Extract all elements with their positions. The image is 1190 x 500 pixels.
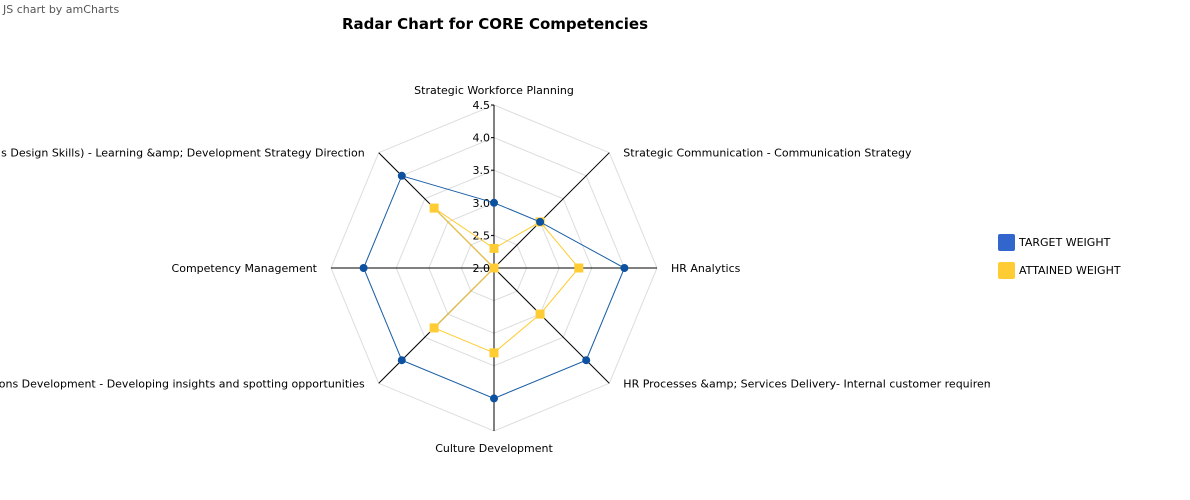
series-1-point-0[interactable] xyxy=(489,243,499,253)
tick-label-4: 4.0 xyxy=(473,132,491,145)
axis-line-1 xyxy=(493,152,610,269)
tick-label-0: 2.0 xyxy=(473,262,491,275)
category-label-0: Strategic Workforce Planning xyxy=(414,84,574,97)
series-1-point-5[interactable] xyxy=(429,323,439,333)
series-0-point-4[interactable] xyxy=(490,394,498,403)
legend-swatch-target xyxy=(998,233,1015,251)
category-labels: Strategic Workforce Planning Strategic Co… xyxy=(0,84,990,455)
series-1-point-7[interactable] xyxy=(429,203,439,213)
series-0-point-3[interactable] xyxy=(582,356,591,365)
series-0-point-7[interactable] xyxy=(397,171,406,180)
category-label-7: s Design Skills) - Learning &amp; Develo… xyxy=(1,147,365,160)
axis-line-3 xyxy=(493,267,610,384)
legend-label-attained: ATTAINED WEIGHT xyxy=(1019,263,1121,277)
tick-label-5: 4.5 xyxy=(473,99,491,112)
chart-title: Radar Chart for CORE Competencies xyxy=(342,15,648,33)
series-0 xyxy=(359,171,629,403)
series-0-point-6[interactable] xyxy=(359,264,368,272)
category-label-6: Competency Management xyxy=(172,262,318,275)
radar-series xyxy=(359,171,629,403)
tick-label-3: 3.5 xyxy=(473,164,491,177)
legend-label-target: TARGET WEIGHT xyxy=(1019,235,1111,249)
series-0-point-2[interactable] xyxy=(620,264,629,272)
radar-chart: 2.02.53.03.54.04.5 Strategic Workforce P… xyxy=(0,84,990,455)
value-axis-ticks: 2.02.53.03.54.04.5 xyxy=(473,99,494,275)
legend: TARGET WEIGHT ATTAINED WEIGHT xyxy=(998,228,1121,284)
category-label-2: HR Analytics xyxy=(671,262,741,275)
series-1-point-6[interactable] xyxy=(489,263,499,273)
tick-label-1: 2.5 xyxy=(473,229,491,242)
series-0-point-5[interactable] xyxy=(397,356,406,365)
legend-swatch-attained xyxy=(998,261,1015,279)
category-label-4: Culture Development xyxy=(435,442,553,455)
series-1-point-3[interactable] xyxy=(535,309,545,319)
chart-credit[interactable]: JS chart by amCharts xyxy=(3,3,120,16)
category-label-3: HR Processes &amp; Services Delivery- In… xyxy=(623,377,990,390)
category-label-1: Strategic Communication - Communication … xyxy=(623,147,912,160)
series-0-point-0[interactable] xyxy=(490,198,498,207)
series-0-point-1[interactable] xyxy=(536,217,545,226)
legend-item-attained[interactable]: ATTAINED WEIGHT xyxy=(998,256,1121,284)
series-1-point-4[interactable] xyxy=(489,348,499,358)
series-1-point-2[interactable] xyxy=(574,263,584,273)
legend-item-target[interactable]: TARGET WEIGHT xyxy=(998,228,1121,256)
category-label-5: ons Development - Developing insights an… xyxy=(0,377,365,390)
